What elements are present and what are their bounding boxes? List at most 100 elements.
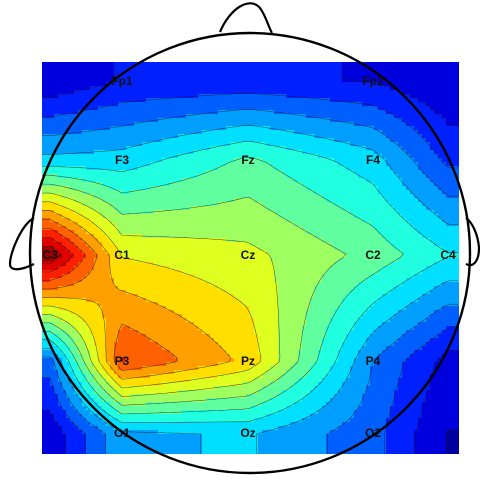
contour-band-cell xyxy=(326,450,387,454)
contour-band-cell xyxy=(322,342,343,347)
contour-band-cell xyxy=(102,430,159,435)
contour-band-cell xyxy=(74,354,83,359)
contour-band-cell xyxy=(306,230,379,235)
contour-band-cell xyxy=(58,326,75,331)
contour-band-cell xyxy=(358,354,379,359)
contour-band-cell xyxy=(42,214,63,219)
contour-band-cell xyxy=(78,222,95,227)
contour-band-cell xyxy=(94,338,107,343)
contour-band-cell xyxy=(110,394,123,399)
contour-band-cell xyxy=(422,346,459,351)
contour-line xyxy=(42,219,178,371)
contour-band-cell xyxy=(386,442,415,447)
contour-band-cell xyxy=(250,306,279,311)
contour-band-cell xyxy=(334,262,391,267)
electrode-label-cz: Cz xyxy=(241,248,256,262)
contour-band-cell xyxy=(202,450,259,454)
contour-band-cell xyxy=(250,366,271,371)
contour-band-cell xyxy=(318,350,339,355)
contour-band-cell xyxy=(42,182,103,187)
contour-band-cell xyxy=(278,338,303,343)
contour-band-cell xyxy=(266,370,287,375)
contour-band-cell xyxy=(42,358,55,363)
contour-band-cell xyxy=(170,266,275,271)
contour-band-cell xyxy=(106,234,143,239)
contour-band-cell xyxy=(278,306,311,311)
contour-band-cell xyxy=(110,366,119,371)
contour-band-cell xyxy=(358,406,391,411)
contour-band-cell xyxy=(138,330,203,335)
contour-band-cell xyxy=(342,62,459,67)
contour-band-cell xyxy=(150,186,307,191)
contour-band-cell xyxy=(62,254,75,259)
contour-band-cell xyxy=(262,386,291,391)
contour-band-cell xyxy=(50,338,63,343)
contour-band-cell xyxy=(102,306,167,311)
contour-band-cell xyxy=(194,274,275,279)
contour-band-cell xyxy=(294,178,367,183)
contour-band-cell xyxy=(42,250,59,255)
contour-band-cell xyxy=(42,138,163,143)
contour-band-cell xyxy=(82,370,91,375)
contour-band-cell xyxy=(78,426,99,431)
contour-band-cell xyxy=(42,194,63,199)
contour-band-cell xyxy=(306,394,335,399)
contour-band-cell xyxy=(398,210,435,215)
contour-band-cell xyxy=(138,166,219,171)
contour-band-cell xyxy=(42,226,67,231)
contour-band-cell xyxy=(430,382,459,387)
contour-band-cell xyxy=(386,430,415,435)
contour-band-cell xyxy=(386,110,435,115)
contour-band-cell xyxy=(106,446,203,451)
contour-band-cell xyxy=(42,402,59,407)
contour-band-cell xyxy=(146,98,331,103)
contour-band-cell xyxy=(218,110,275,115)
contour-band-cell xyxy=(42,118,159,123)
contour-band-cell xyxy=(70,310,103,315)
contour-band-cell xyxy=(306,314,335,319)
left-ear-outline xyxy=(8,217,35,271)
contour-band-cell xyxy=(386,198,419,203)
contour-band-cell xyxy=(286,370,311,375)
contour-band-cell xyxy=(342,70,459,75)
contour-band-cell xyxy=(406,122,447,127)
contour-band-cell xyxy=(342,342,367,347)
contour-band-cell xyxy=(326,198,387,203)
contour-band-cell xyxy=(58,346,71,351)
contour-band-cell xyxy=(110,374,119,379)
contour-band-cell xyxy=(118,330,139,335)
contour-band-cell xyxy=(378,186,407,191)
contour-band-cell xyxy=(446,326,459,331)
electrode-label-c4: C4 xyxy=(440,248,456,262)
contour-band-cell xyxy=(98,238,111,243)
contour-band-cell xyxy=(42,222,59,227)
contour-band-cell xyxy=(402,334,439,339)
contour-band-cell xyxy=(106,390,119,395)
contour-band-cell xyxy=(382,266,427,271)
contour-band-cell xyxy=(334,314,363,319)
contour-band-cell xyxy=(146,334,211,339)
contour-band-cell xyxy=(358,282,403,287)
contour-band-cell xyxy=(114,350,171,355)
contour-band-cell xyxy=(298,358,319,363)
contour-line xyxy=(42,228,124,363)
contour-band-cell xyxy=(402,178,431,183)
contour-band-cell xyxy=(162,138,335,143)
contour-band-cell xyxy=(158,302,243,307)
contour-band-cell xyxy=(286,174,359,179)
contour-band-cell xyxy=(86,434,107,439)
contour-band-cell xyxy=(378,230,419,235)
contour-band-cell xyxy=(78,410,91,415)
contour-band-cell xyxy=(266,206,343,211)
contour-band-cell xyxy=(118,390,179,395)
contour-band-cell xyxy=(42,106,99,111)
contour-band-cell xyxy=(310,390,339,395)
contour-band-cell xyxy=(106,342,115,347)
contour-band-cell xyxy=(86,346,99,351)
electrode-label-p4: P4 xyxy=(366,354,381,368)
contour-band-cell xyxy=(66,342,75,347)
contour-band-cell xyxy=(70,398,83,403)
contour-band-cell xyxy=(42,206,67,211)
contour-band-cell xyxy=(58,306,103,311)
contour-band-cell xyxy=(258,338,279,343)
